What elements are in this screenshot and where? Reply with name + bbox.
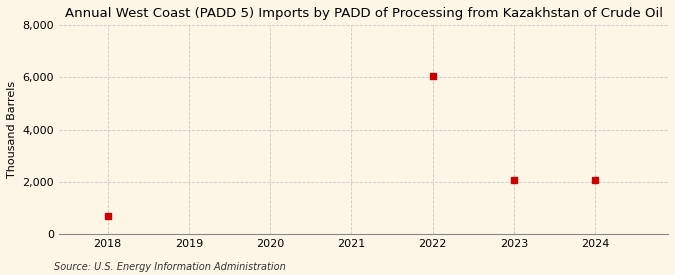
Y-axis label: Thousand Barrels: Thousand Barrels — [7, 81, 17, 178]
Text: Source: U.S. Energy Information Administration: Source: U.S. Energy Information Administ… — [54, 262, 286, 272]
Title: Annual West Coast (PADD 5) Imports by PADD of Processing from Kazakhstan of Crud: Annual West Coast (PADD 5) Imports by PA… — [65, 7, 663, 20]
